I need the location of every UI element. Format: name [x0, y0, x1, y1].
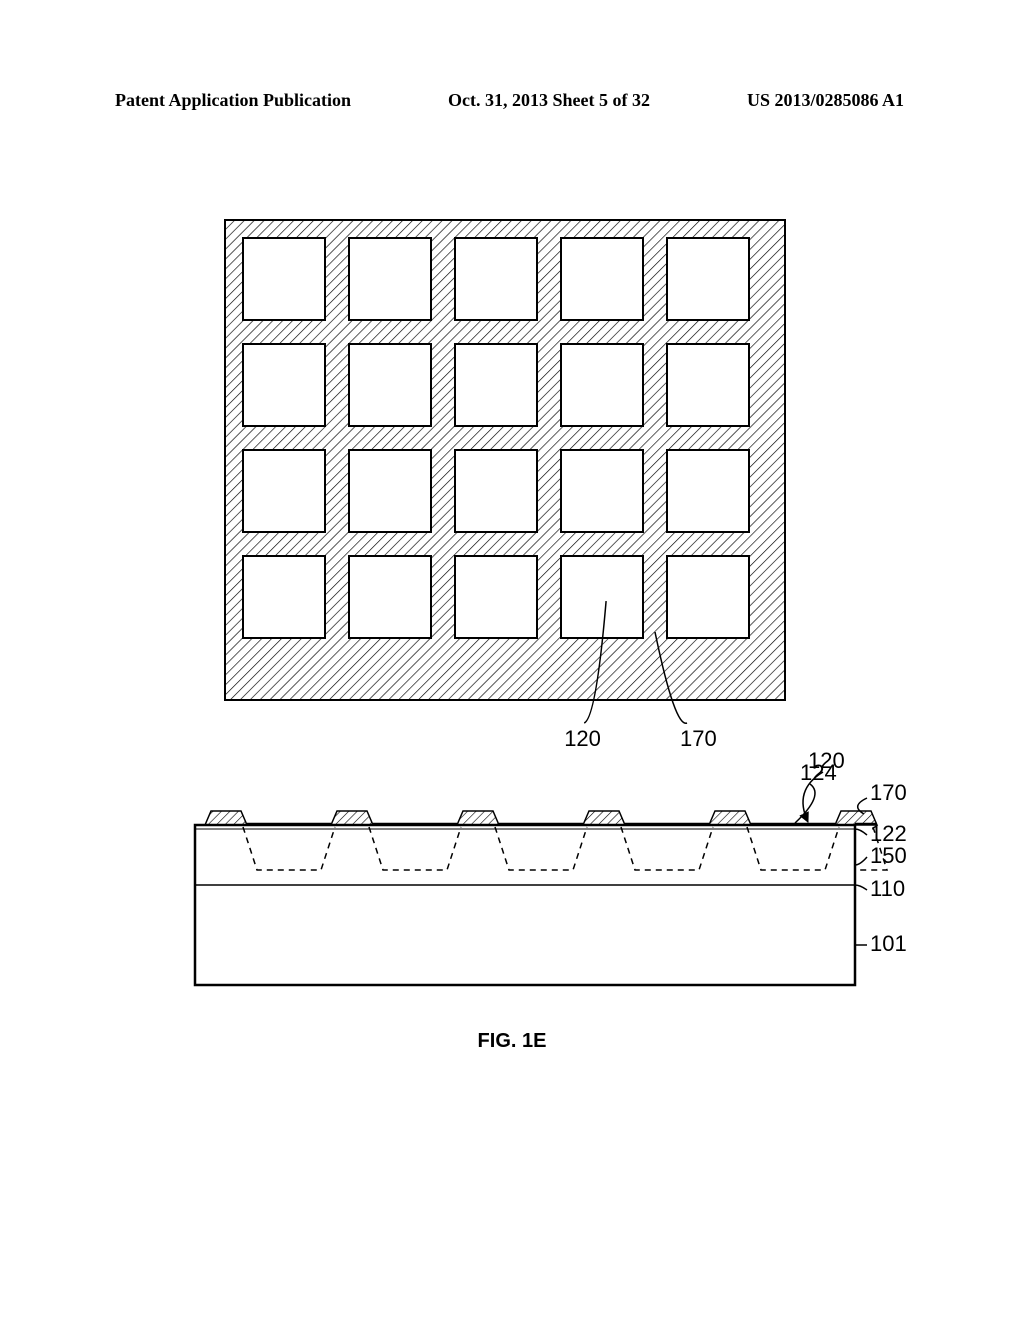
figure-1e: 120170 120124170122150110101: [185, 210, 825, 1010]
header-right: US 2013/0285086 A1: [747, 90, 904, 111]
svg-text:110: 110: [870, 876, 905, 901]
svg-text:170: 170: [870, 780, 907, 805]
top-view-grid: 120 170: [185, 210, 825, 770]
figure-caption: FIG. 1E: [0, 1030, 1024, 1053]
header-center: Oct. 31, 2013 Sheet 5 of 32: [448, 90, 650, 111]
cross-section: 120124170122150110101: [155, 750, 915, 1010]
svg-text:170: 170: [680, 726, 717, 751]
header-left: Patent Application Publication: [115, 90, 351, 111]
svg-text:124: 124: [800, 760, 837, 785]
svg-text:101: 101: [870, 931, 907, 956]
svg-text:150: 150: [870, 843, 907, 868]
svg-text:120: 120: [564, 726, 601, 751]
page-header: Patent Application Publication Oct. 31, …: [115, 90, 904, 111]
